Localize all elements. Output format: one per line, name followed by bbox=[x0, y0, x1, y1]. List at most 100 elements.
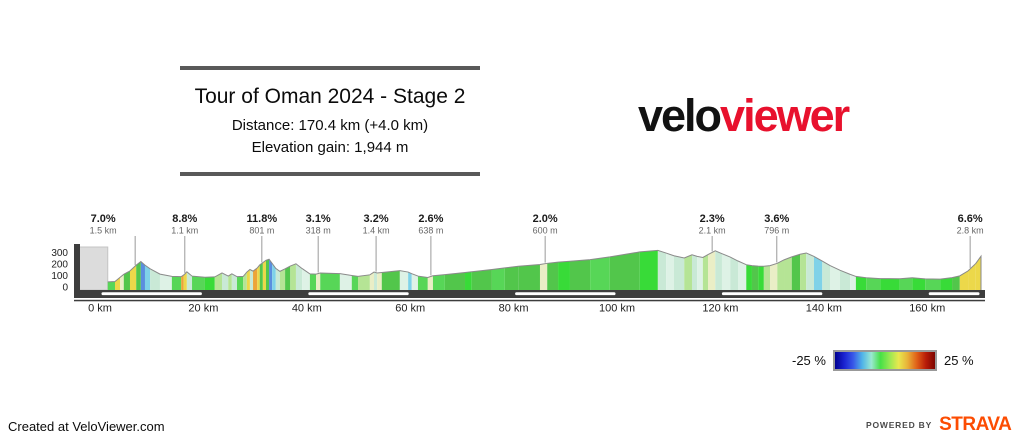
profile-segment bbox=[738, 261, 747, 290]
profile-segment bbox=[249, 269, 254, 290]
profile-segment bbox=[320, 272, 340, 290]
profile-segment bbox=[399, 270, 409, 290]
profile-segment bbox=[822, 261, 831, 290]
profile-segment bbox=[186, 271, 193, 290]
profile-segment bbox=[751, 265, 759, 290]
profile-segment bbox=[309, 273, 317, 290]
profile-segment bbox=[697, 256, 703, 290]
profile-segment bbox=[302, 268, 310, 290]
profile-segment bbox=[408, 272, 412, 290]
climb-grade-label: 2.0% bbox=[533, 213, 558, 225]
profile-segment bbox=[569, 259, 591, 290]
profile-segment bbox=[171, 276, 182, 290]
profile-segment bbox=[214, 272, 223, 290]
profile-segment bbox=[590, 256, 610, 290]
profile-segment bbox=[518, 264, 540, 290]
profile-segment bbox=[192, 276, 205, 290]
legend-min-label: -25 % bbox=[792, 353, 826, 368]
profile-segment bbox=[204, 276, 215, 290]
profile-segment bbox=[547, 262, 559, 290]
profile-segment bbox=[285, 266, 291, 290]
climb-grade-label: 8.8% bbox=[172, 213, 197, 225]
climb-length-label: 318 m bbox=[306, 226, 331, 236]
powered-by-strava: POWERED BY STRAVA bbox=[866, 414, 1012, 436]
profile-segment bbox=[850, 274, 856, 290]
profile-segment bbox=[758, 266, 764, 290]
climb-grade-label: 11.8% bbox=[247, 213, 278, 225]
profile-segment bbox=[136, 261, 141, 290]
profile-segment bbox=[275, 268, 280, 290]
climb-length-label: 1.4 km bbox=[363, 226, 390, 236]
profile-segment bbox=[159, 274, 172, 290]
profile-segment bbox=[721, 253, 731, 290]
x-tick-label: 140 km bbox=[806, 303, 842, 315]
profile-segment bbox=[866, 277, 881, 290]
climb-length-label: 796 m bbox=[764, 226, 789, 236]
profile-segment bbox=[243, 272, 247, 290]
profile-segment bbox=[150, 268, 160, 290]
profile-segment bbox=[357, 274, 370, 290]
strava-logo: STRAVA bbox=[939, 414, 1012, 435]
climb-length-label: 1.5 km bbox=[90, 226, 117, 236]
profile-segment bbox=[140, 261, 145, 290]
y-tick-label: 100 bbox=[51, 271, 68, 282]
profile-segment bbox=[465, 271, 472, 290]
profile-segment bbox=[253, 268, 258, 290]
profile-segment bbox=[183, 271, 187, 290]
x-tick-label: 100 km bbox=[599, 303, 635, 315]
climb-length-label: 638 m bbox=[418, 226, 443, 236]
profile-segment bbox=[432, 274, 445, 290]
profile-segment bbox=[231, 273, 238, 290]
climb-length-label: 2.1 km bbox=[699, 226, 726, 236]
profile-segment bbox=[491, 267, 505, 290]
profile-segment bbox=[800, 252, 807, 290]
profile-segment bbox=[269, 259, 273, 290]
y-tick-label: 200 bbox=[51, 260, 68, 271]
profile-segment bbox=[666, 253, 674, 290]
profile-segment bbox=[702, 254, 709, 290]
profile-segment bbox=[839, 270, 851, 290]
profile-segment bbox=[265, 259, 270, 290]
profile-segment bbox=[444, 272, 466, 290]
title-block: Tour of Oman 2024 - Stage 2 Distance: 17… bbox=[180, 66, 480, 176]
profile-segment bbox=[952, 275, 960, 290]
profile-segment bbox=[940, 277, 953, 290]
gradient-legend-bar bbox=[832, 350, 937, 371]
profile-segment bbox=[279, 268, 286, 290]
profile-segment bbox=[129, 265, 137, 290]
profile-segment bbox=[539, 263, 548, 290]
climb-grade-label: 3.1% bbox=[306, 213, 331, 225]
profile-segment bbox=[411, 273, 418, 290]
profile-segment bbox=[609, 251, 640, 290]
climb-grade-label: 6.6% bbox=[958, 213, 983, 225]
profile-segment bbox=[237, 276, 244, 290]
y-tick-label: 300 bbox=[51, 248, 68, 259]
x-tick-label: 40 km bbox=[292, 303, 322, 315]
x-tick-label: 120 km bbox=[702, 303, 738, 315]
profile-segment bbox=[504, 266, 519, 290]
profile-segment bbox=[222, 272, 229, 290]
profile-segment bbox=[107, 281, 115, 290]
profile-segment bbox=[830, 265, 840, 290]
climb-grade-label: 2.3% bbox=[700, 213, 725, 225]
profile-segment bbox=[144, 265, 151, 290]
veloviewer-logo-viewer: viewer bbox=[720, 90, 850, 141]
profile-segment bbox=[181, 274, 184, 290]
y-axis-bar bbox=[74, 244, 80, 298]
climb-grade-label: 3.6% bbox=[764, 213, 789, 225]
profile-segment bbox=[925, 278, 941, 290]
x-tick-label: 80 km bbox=[499, 303, 529, 315]
profile-segment bbox=[374, 272, 378, 290]
profile-segment bbox=[730, 257, 739, 290]
profile-segment bbox=[708, 250, 716, 290]
gradient-legend: -25 % 25 % bbox=[792, 350, 974, 371]
profile-segment bbox=[351, 275, 358, 290]
profile-segment bbox=[295, 263, 303, 290]
profile-segment bbox=[784, 256, 792, 290]
profile-segment bbox=[746, 264, 752, 290]
scale-stripe bbox=[515, 292, 616, 296]
powered-by-label: POWERED BY bbox=[866, 420, 933, 430]
profile-segment bbox=[806, 252, 815, 290]
profile-segment bbox=[471, 269, 492, 290]
